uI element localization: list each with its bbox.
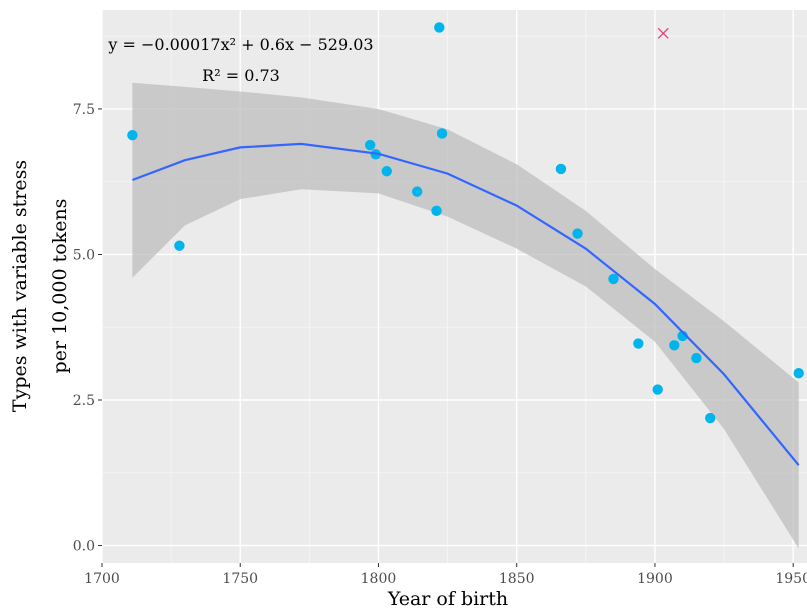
x-tick-label: 1800 (361, 571, 397, 587)
data-point (381, 166, 392, 177)
outlier-point (657, 27, 669, 39)
data-point (436, 128, 448, 139)
data-point (431, 205, 442, 217)
data-points (127, 22, 804, 424)
data-point (174, 240, 185, 251)
x-axis-ticks: 1700 1750 1800 1850 1900 1950 (84, 563, 807, 587)
equation-annotation: y = −0.00017x² + 0.6x − 529.03 (107, 35, 373, 54)
data-point (434, 22, 445, 33)
data-point (633, 338, 644, 349)
data-point (669, 340, 680, 351)
y-tick-label: 5.0 (73, 247, 95, 263)
y-tick-label: 7.5 (73, 102, 95, 118)
regression-curve (132, 142, 800, 466)
x-tick-label: 1750 (222, 571, 258, 587)
y-axis-ticks: 0.0 2.5 5.0 7.5 (73, 102, 102, 555)
outlier-points (657, 27, 669, 39)
y-tick-label: 2.5 (73, 393, 95, 409)
data-point (691, 352, 702, 364)
x-tick-label: 1850 (499, 571, 535, 587)
x-tick-label: 1950 (775, 571, 807, 587)
data-point (411, 186, 423, 197)
data-point (793, 368, 804, 379)
data-point (364, 139, 376, 151)
x-axis-title: Year of birth (387, 588, 508, 609)
data-point (608, 273, 619, 285)
data-point (705, 412, 716, 424)
x-tick-label: 1700 (84, 571, 120, 587)
data-point (572, 228, 583, 239)
y-axis-title-line1: Types with variable stress (9, 160, 31, 412)
r-squared-annotation: R² = 0.73 (202, 66, 280, 85)
y-axis-title-line2: per 10,000 tokens (49, 199, 71, 374)
data-point (127, 129, 138, 141)
data-point (555, 163, 567, 175)
data-point (652, 384, 663, 395)
y-tick-label: 0.0 (73, 539, 95, 555)
x-tick-label: 1900 (637, 571, 673, 587)
